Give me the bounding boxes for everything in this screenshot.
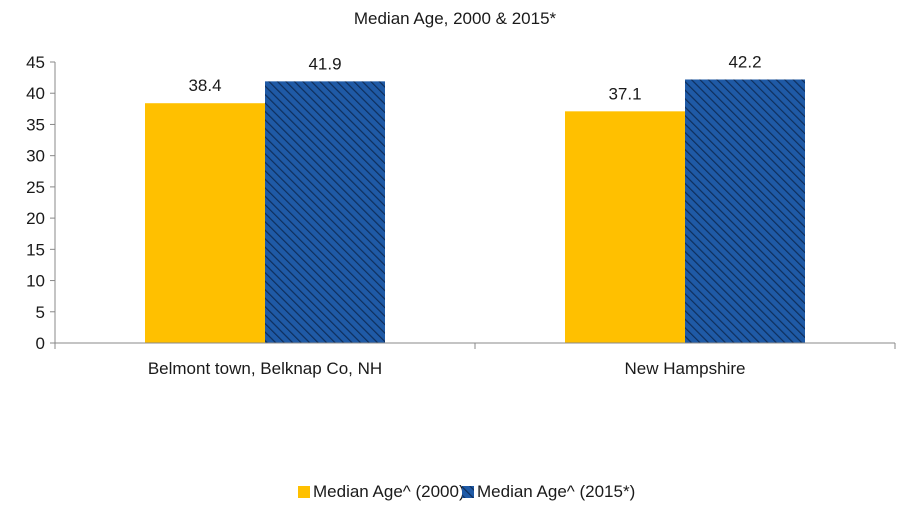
y-tick-label: 40 [26, 84, 45, 103]
data-label: 38.4 [188, 76, 221, 95]
data-label: 41.9 [308, 54, 341, 73]
y-tick-label: 20 [26, 209, 45, 228]
bar-2015-0 [265, 81, 385, 343]
y-tick-label: 30 [26, 147, 45, 166]
bar-2015-1 [685, 79, 805, 344]
legend-swatch-2000 [298, 486, 310, 498]
data-label: 37.1 [608, 84, 641, 103]
y-tick-label: 0 [36, 334, 45, 353]
x-axis-labels: Belmont town, Belknap Co, NH New Hampshir… [148, 359, 746, 378]
legend-swatch-2015 [462, 486, 474, 498]
bar-2000-0 [145, 103, 265, 343]
y-tick-label: 35 [26, 115, 45, 134]
legend: Median Age^ (2000) Median Age^ (2015*) [298, 482, 635, 501]
legend-label-2015: Median Age^ (2015*) [477, 482, 635, 501]
y-tick-label: 10 [26, 272, 45, 291]
bars [145, 79, 805, 344]
data-labels: 38.4 41.9 37.1 42.2 [188, 52, 761, 103]
x-category-label: New Hampshire [625, 359, 746, 378]
y-tick-label: 5 [36, 303, 45, 322]
x-category-label: Belmont town, Belknap Co, NH [148, 359, 382, 378]
data-label: 42.2 [728, 52, 761, 71]
y-tick-label: 15 [26, 240, 45, 259]
y-tick-label: 25 [26, 178, 45, 197]
y-tick-label: 45 [26, 53, 45, 72]
legend-label-2000: Median Age^ (2000) [313, 482, 465, 501]
axes [54, 62, 896, 349]
y-axis-ticks: 0 5 10 15 20 25 30 35 40 45 [26, 53, 55, 353]
bar-2000-1 [565, 111, 685, 343]
chart-title: Median Age, 2000 & 2015* [354, 9, 557, 28]
